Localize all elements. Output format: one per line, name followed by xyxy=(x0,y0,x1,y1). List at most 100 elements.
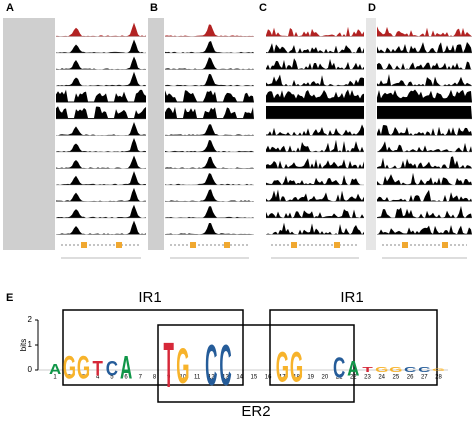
position-label: 26 xyxy=(407,375,414,381)
track xyxy=(266,43,364,53)
position-label: 27 xyxy=(421,375,428,381)
track xyxy=(165,206,254,218)
exon xyxy=(334,242,340,248)
track xyxy=(266,89,364,103)
logo-letter: C xyxy=(418,365,431,373)
position-label: 21 xyxy=(336,375,343,381)
exon xyxy=(190,242,196,248)
track xyxy=(165,24,254,37)
track xyxy=(56,39,146,53)
y-tick-label: 1 xyxy=(28,340,33,349)
track xyxy=(56,71,146,86)
panel-label: D xyxy=(368,2,376,14)
box-label: IR1 xyxy=(340,289,363,306)
logo-letter: T xyxy=(93,357,104,381)
track xyxy=(266,209,364,218)
er2-box xyxy=(157,324,355,403)
position-label: 1 xyxy=(53,375,57,381)
logo-letter: C xyxy=(333,352,345,384)
track xyxy=(165,106,254,119)
track xyxy=(377,73,472,86)
track xyxy=(377,172,472,185)
track xyxy=(377,89,472,103)
ir1-box xyxy=(62,309,244,386)
track xyxy=(377,41,472,53)
logo-letter: G xyxy=(63,351,76,386)
track xyxy=(266,189,364,202)
track xyxy=(56,22,146,37)
logo-letter: G xyxy=(276,342,289,391)
track xyxy=(266,74,364,86)
position-label: 7 xyxy=(139,375,143,381)
track xyxy=(165,223,254,235)
logo-letter: G xyxy=(375,365,388,373)
track xyxy=(56,106,146,119)
position-label: 14 xyxy=(236,375,243,381)
track-labels xyxy=(366,18,376,250)
track xyxy=(377,141,472,152)
position-label: 20 xyxy=(322,375,329,381)
logo-letter: C xyxy=(219,334,231,398)
exon xyxy=(81,242,87,248)
track xyxy=(377,61,472,70)
position-label: 25 xyxy=(393,375,400,381)
logo-letter: A xyxy=(49,362,61,377)
track xyxy=(56,56,146,70)
ir1-box xyxy=(269,309,438,386)
position-label: 16 xyxy=(265,375,272,381)
exon xyxy=(291,242,297,248)
position-label: 22 xyxy=(350,375,357,381)
position-label: 5 xyxy=(110,375,114,381)
position-label: 13 xyxy=(222,375,229,381)
track xyxy=(56,89,146,103)
box-label: ER2 xyxy=(241,403,270,420)
position-label: 2 xyxy=(68,375,72,381)
track-labels xyxy=(148,18,164,250)
track xyxy=(377,225,472,235)
track xyxy=(165,139,254,152)
logo-letter: T xyxy=(164,328,174,400)
logo-letter: G xyxy=(176,338,189,394)
exon xyxy=(442,242,448,248)
position-label: 17 xyxy=(279,375,286,381)
logo-letter: T xyxy=(362,365,372,373)
track xyxy=(56,138,146,152)
y-label: bits xyxy=(19,339,28,351)
track xyxy=(56,122,146,136)
track xyxy=(377,106,472,119)
track xyxy=(165,73,254,86)
track xyxy=(165,90,254,103)
track xyxy=(165,156,254,169)
track xyxy=(266,26,364,37)
logo-letter: G xyxy=(290,342,303,391)
track xyxy=(56,204,146,218)
logo-letter: C xyxy=(106,357,118,381)
track xyxy=(377,205,472,218)
position-label: 11 xyxy=(194,375,201,381)
track xyxy=(56,187,146,202)
position-label: 9 xyxy=(167,375,171,381)
position-label: 19 xyxy=(307,375,314,381)
track-labels xyxy=(3,18,55,250)
track xyxy=(377,26,472,37)
track xyxy=(266,124,364,136)
track xyxy=(377,189,472,202)
position-label: 8 xyxy=(153,375,157,381)
exon xyxy=(116,242,122,248)
position-label: 4 xyxy=(96,375,100,381)
track xyxy=(266,158,364,169)
position-label: 15 xyxy=(251,375,258,381)
track xyxy=(56,171,146,185)
box-label: IR1 xyxy=(138,289,161,306)
position-label: 24 xyxy=(378,375,385,381)
position-label: 28 xyxy=(435,375,442,381)
position-label: 10 xyxy=(180,375,187,381)
track xyxy=(377,156,472,169)
panel-label: B xyxy=(150,2,158,14)
track xyxy=(377,125,472,136)
track xyxy=(165,173,254,185)
position-label: 12 xyxy=(208,375,215,381)
logo-letter: G xyxy=(432,368,445,372)
track xyxy=(266,222,364,235)
